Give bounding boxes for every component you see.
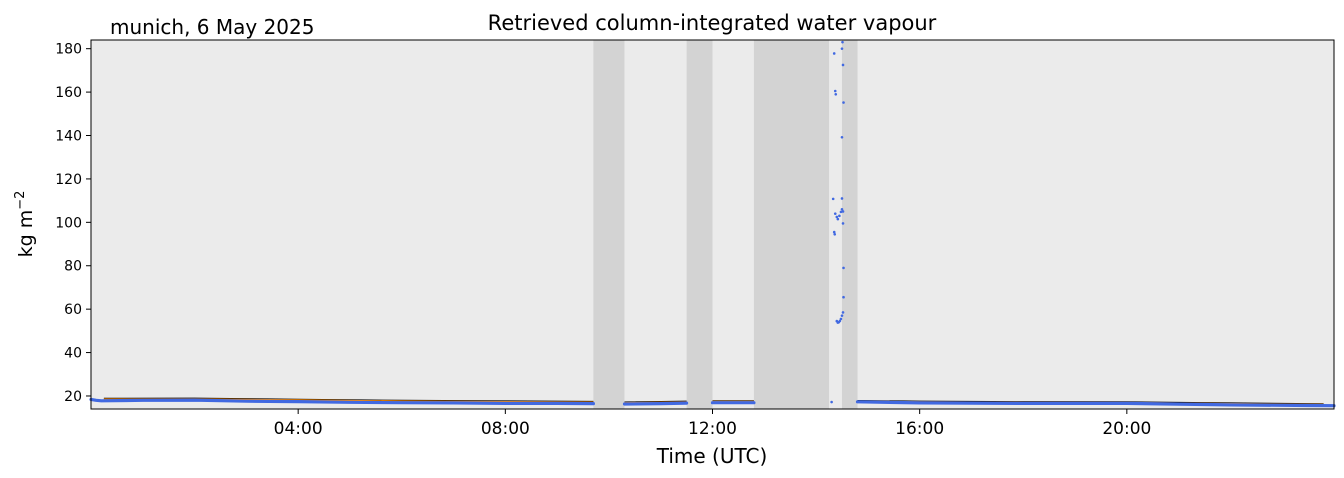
- chart-title: Retrieved column-integrated water vapour: [488, 11, 937, 35]
- y-tick-label: 160: [55, 85, 82, 101]
- gap-shade: [841, 40, 858, 409]
- data-point: [842, 295, 845, 299]
- data-point: [839, 210, 843, 214]
- data-point: [841, 222, 845, 225]
- data-point: [831, 197, 835, 201]
- y-tick-label: 180: [55, 42, 82, 58]
- data-point: [840, 314, 844, 317]
- data-point: [835, 215, 839, 219]
- y-axis-label: kg m−2: [13, 191, 37, 258]
- x-tick-label: 16:00: [895, 419, 944, 439]
- data-point: [834, 92, 838, 96]
- data-point: [841, 210, 845, 213]
- y-tick-label: 140: [55, 129, 82, 145]
- data-point: [840, 197, 844, 200]
- data-point: [839, 317, 843, 321]
- x-tick-label: 20:00: [1102, 419, 1151, 439]
- y-tick-label: 80: [64, 259, 82, 275]
- data-point: [832, 230, 836, 234]
- point-band: [89, 397, 595, 406]
- x-tick-label: 04:00: [274, 419, 323, 439]
- y-tick-label: 40: [64, 346, 82, 362]
- gap-shade: [593, 40, 625, 409]
- data-point: [833, 232, 837, 236]
- data-point: [838, 319, 842, 323]
- x-axis-label: Time (UTC): [656, 444, 768, 468]
- data-point: [838, 214, 841, 218]
- data-point: [840, 47, 844, 50]
- data-point: [840, 135, 844, 139]
- x-tick-label: 08:00: [481, 419, 530, 439]
- data-point: [841, 311, 845, 314]
- point-series-group: [89, 40, 1336, 408]
- y-tick-label: 20: [64, 389, 82, 405]
- y-tick-label: 100: [55, 215, 82, 231]
- point-band: [855, 400, 1336, 408]
- y-tick-label: 120: [55, 172, 82, 188]
- data-point: [842, 266, 845, 270]
- gap-shading-group: [593, 40, 858, 409]
- gap-shade: [686, 40, 713, 409]
- y-axis-label-main: kg m: [15, 210, 37, 258]
- data-point: [830, 400, 833, 404]
- data-point: [840, 208, 844, 211]
- chart-subtitle: munich, 6 May 2025: [110, 15, 314, 39]
- data-point: [833, 89, 837, 93]
- y-tick-label: 60: [64, 302, 82, 318]
- point-band: [622, 401, 689, 406]
- data-point: [833, 212, 837, 215]
- data-point: [841, 40, 844, 44]
- data-point: [836, 217, 840, 221]
- gap-shade: [753, 40, 830, 409]
- data-point: [842, 101, 845, 104]
- data-point: [832, 52, 836, 55]
- x-axis-ticks: 04:00 08:00 12:00 16:00 20:00: [274, 409, 1151, 439]
- x-tick-label: 12:00: [688, 419, 737, 439]
- data-point: [841, 63, 845, 67]
- y-axis-ticks: 20 40 60 80 100 120 140 160 180: [55, 42, 91, 405]
- y-axis-label-exponent: −2: [13, 191, 28, 210]
